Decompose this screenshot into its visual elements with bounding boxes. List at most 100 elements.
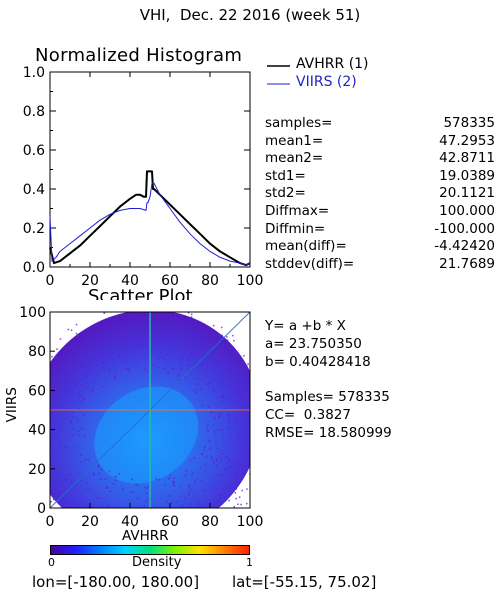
scatter-point bbox=[179, 363, 182, 365]
stat-label: Diffmin= bbox=[265, 220, 326, 237]
scatter-point bbox=[221, 334, 223, 337]
scatter-point bbox=[209, 486, 212, 489]
scatter-point bbox=[81, 331, 84, 334]
scatter-point bbox=[79, 395, 81, 397]
scatter-point bbox=[216, 397, 219, 399]
hist-x-tick-label: 100 bbox=[237, 273, 264, 289]
scatter-point bbox=[102, 362, 105, 364]
scatter-point bbox=[244, 374, 246, 376]
scatter-point bbox=[56, 368, 59, 371]
scatter-point bbox=[54, 428, 56, 430]
scatter-point bbox=[221, 388, 223, 390]
scatter-point bbox=[144, 368, 146, 370]
scatter-point bbox=[178, 374, 180, 376]
scatter-point bbox=[139, 340, 141, 343]
scatter-point bbox=[55, 474, 57, 476]
scatter-point bbox=[135, 366, 137, 368]
hist-y-tick-label: 0.2 bbox=[23, 221, 45, 237]
page-title: VHI, Dec. 22 2016 (week 51) bbox=[139, 6, 361, 24]
scatter-point bbox=[193, 480, 196, 482]
scatter-point bbox=[191, 474, 193, 477]
scatter-point bbox=[241, 489, 243, 492]
scatter-point bbox=[243, 390, 245, 392]
scatter-point bbox=[242, 395, 244, 397]
scatter-point bbox=[168, 478, 171, 480]
scatter-point bbox=[71, 480, 73, 482]
scatter-point bbox=[145, 492, 148, 494]
scatter-point bbox=[202, 449, 205, 451]
scatter-point bbox=[91, 359, 93, 361]
scatter-point bbox=[64, 350, 66, 352]
scatter-point bbox=[193, 351, 195, 354]
scatter-point bbox=[54, 386, 57, 388]
scatter-point bbox=[236, 401, 239, 404]
mask-right bbox=[250, 300, 270, 550]
scatter-point bbox=[123, 350, 126, 353]
scatter-point bbox=[115, 370, 117, 372]
scatter-point bbox=[238, 392, 240, 394]
scatter-point bbox=[74, 349, 77, 351]
scatter-point bbox=[97, 336, 100, 338]
scatter-point bbox=[201, 453, 203, 456]
scatter-point bbox=[227, 472, 230, 475]
scatter-point bbox=[225, 456, 228, 458]
scatter-point bbox=[57, 466, 59, 468]
scatter-point bbox=[210, 410, 213, 413]
scatter-x-tick-label: 40 bbox=[121, 514, 139, 530]
samples-label: Samples= 578335 bbox=[265, 389, 390, 405]
scatter-point bbox=[238, 481, 240, 484]
lat-range-label: lat=[-55.15, 75.02] bbox=[232, 573, 377, 591]
scatter-point bbox=[180, 326, 182, 328]
scatter-point bbox=[171, 367, 174, 369]
legend-viirs-label: VIIRS (2) bbox=[296, 74, 357, 90]
scatter-point bbox=[219, 413, 221, 415]
stat-value: 19.0389 bbox=[439, 167, 495, 184]
scatter-point bbox=[133, 337, 136, 339]
scatter-point bbox=[60, 447, 62, 449]
scatter-point bbox=[235, 497, 237, 500]
scatter-point bbox=[54, 364, 56, 367]
scatter-point bbox=[130, 491, 132, 493]
scatter-point bbox=[56, 402, 58, 405]
scatter-point bbox=[91, 391, 94, 393]
scatter-point bbox=[96, 373, 98, 375]
scatter-point bbox=[70, 391, 73, 393]
scatter-point bbox=[173, 481, 175, 483]
scatter-point bbox=[108, 470, 111, 472]
scatter-point bbox=[71, 453, 73, 455]
scatter-point bbox=[99, 496, 101, 499]
scatter-point bbox=[58, 394, 61, 397]
scatter-point bbox=[70, 329, 73, 331]
stat-row: std1= 19.0389 bbox=[265, 168, 495, 186]
scatter-point bbox=[245, 365, 248, 367]
scatter-point bbox=[76, 447, 79, 449]
scatter-point bbox=[115, 333, 117, 335]
scatter-point bbox=[218, 480, 221, 483]
scatter-point bbox=[218, 416, 221, 418]
scatter-point bbox=[212, 390, 215, 392]
scatter-point bbox=[190, 313, 193, 316]
scatter-point bbox=[87, 338, 90, 340]
scatter-point bbox=[198, 503, 200, 505]
scatter-point bbox=[157, 324, 159, 326]
scatter-point bbox=[56, 348, 58, 350]
scatter-point bbox=[234, 418, 237, 421]
scatter-point bbox=[220, 326, 223, 329]
scatter-point bbox=[217, 415, 220, 417]
scatter-point bbox=[79, 454, 81, 456]
scatter-point bbox=[180, 319, 182, 322]
stat-row: mean(diff)= -4.42420 bbox=[265, 238, 495, 256]
stat-row: samples= 578335 bbox=[265, 115, 495, 133]
scatter-point bbox=[201, 363, 203, 366]
scatter-point bbox=[75, 323, 78, 326]
scatter-point bbox=[172, 483, 175, 485]
scatter-point bbox=[166, 500, 168, 503]
scatter-point bbox=[102, 366, 104, 369]
scatter-point bbox=[196, 500, 199, 503]
scatter-point bbox=[226, 343, 229, 346]
scatter-point bbox=[106, 486, 109, 488]
scatter-point bbox=[232, 352, 234, 355]
scatter-point bbox=[239, 464, 242, 466]
scatter-point bbox=[189, 373, 191, 375]
scatter-point bbox=[175, 339, 177, 342]
